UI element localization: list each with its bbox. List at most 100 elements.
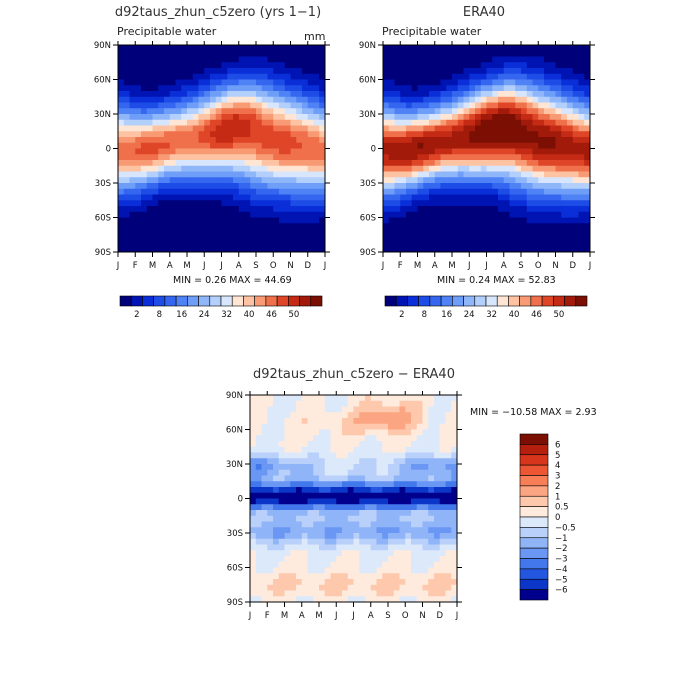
heatmap-cell	[561, 79, 568, 86]
heatmap-cell	[480, 45, 487, 52]
heatmap-cell	[284, 229, 291, 236]
heatmap-cell	[429, 125, 436, 132]
heatmap-cell	[267, 160, 274, 167]
heatmap-cell	[451, 533, 458, 540]
heatmap-cell	[227, 114, 234, 121]
heatmap-cell	[210, 148, 217, 155]
heatmap-cell	[158, 234, 165, 241]
heatmap-cell	[383, 73, 390, 80]
heatmap-cell	[233, 171, 240, 178]
heatmap-cell	[313, 406, 320, 413]
heatmap-cell	[324, 395, 331, 402]
heatmap-cell	[233, 102, 240, 109]
heatmap-cell	[405, 579, 412, 586]
heatmap-cell	[423, 85, 430, 92]
heatmap-cell	[164, 108, 171, 115]
heatmap-cell	[370, 544, 377, 551]
heatmap-cell	[428, 458, 435, 465]
heatmap-cell	[365, 538, 372, 545]
heatmap-cell	[388, 435, 395, 442]
heatmap-cell	[475, 125, 482, 132]
heatmap-cell	[423, 217, 430, 224]
heatmap-cell	[434, 137, 441, 144]
heatmap-cell	[118, 56, 125, 63]
heatmap-cell	[336, 573, 343, 580]
heatmap-cell	[307, 194, 314, 201]
heatmap-cell	[561, 91, 568, 98]
x-tick-label: J	[334, 611, 338, 621]
heatmap-cell	[486, 206, 493, 213]
heatmap-cell	[302, 68, 309, 75]
heatmap-cell	[267, 498, 274, 505]
heatmap-cell	[475, 229, 482, 236]
heatmap-cell	[261, 423, 268, 430]
heatmap-cell	[233, 148, 240, 155]
colorbar-swatch	[496, 295, 509, 307]
heatmap-cell	[227, 91, 234, 98]
heatmap-cell	[123, 79, 130, 86]
heatmap-cell	[429, 217, 436, 224]
heatmap-cell	[278, 487, 285, 494]
heatmap-cell	[457, 96, 464, 103]
heatmap-cell	[267, 446, 274, 453]
heatmap-cell	[405, 458, 412, 465]
heatmap-cell	[255, 469, 262, 476]
heatmap-cell	[192, 91, 199, 98]
heatmap-cell	[480, 229, 487, 236]
colorbar-label: −5	[555, 575, 568, 585]
heatmap-cell	[411, 475, 418, 482]
heatmap-cell	[307, 395, 314, 402]
heatmap-cell	[515, 200, 522, 207]
heatmap-cell	[480, 119, 487, 126]
heatmap-cell	[584, 114, 591, 121]
heatmap-cell	[359, 515, 366, 522]
heatmap-cell	[457, 183, 464, 190]
heatmap-cell	[405, 492, 412, 499]
heatmap-cell	[330, 475, 337, 482]
heatmap-cell	[273, 567, 280, 574]
heatmap-cell	[394, 177, 401, 184]
heatmap-cell	[238, 125, 245, 132]
heatmap-cell	[135, 171, 142, 178]
heatmap-cell	[428, 452, 435, 459]
heatmap-cell	[192, 183, 199, 190]
heatmap-cell	[238, 56, 245, 63]
heatmap-cell	[394, 246, 401, 253]
heatmap-cell	[296, 406, 303, 413]
x-tick-label: M	[281, 611, 288, 621]
heatmap-cell	[313, 96, 320, 103]
heatmap-cell	[261, 160, 268, 167]
heatmap-cell	[445, 556, 452, 563]
heatmap-cell	[532, 68, 539, 75]
heatmap-cell	[406, 125, 413, 132]
heatmap-cell	[302, 200, 309, 207]
heatmap-cell	[572, 45, 579, 52]
heatmap-cell	[169, 56, 176, 63]
heatmap-cell	[578, 223, 585, 230]
heatmap-cell	[255, 481, 262, 488]
heatmap-cell	[399, 567, 406, 574]
heatmap-cell	[359, 458, 366, 465]
heatmap-cell	[423, 154, 430, 161]
heatmap-cell	[135, 56, 142, 63]
x-tick-label: J	[323, 261, 327, 271]
heatmap-cell	[273, 223, 280, 230]
heatmap-cell	[273, 469, 280, 476]
heatmap-cell	[158, 142, 165, 149]
heatmap-cell	[330, 550, 337, 557]
heatmap-cell	[273, 504, 280, 511]
heatmap-cell	[434, 498, 441, 505]
heatmap-cell	[417, 188, 424, 195]
heatmap-cell	[480, 217, 487, 224]
heatmap-cell	[359, 584, 366, 591]
heatmap-cell	[416, 400, 423, 407]
heatmap-cell	[313, 108, 320, 115]
heatmap-cell	[406, 50, 413, 57]
heatmap-cell	[399, 412, 406, 419]
heatmap-cell	[480, 85, 487, 92]
heatmap-cell	[302, 229, 309, 236]
heatmap-cell	[250, 102, 257, 109]
heatmap-cell	[584, 188, 591, 195]
heatmap-cell	[411, 441, 418, 448]
heatmap-cell	[440, 56, 447, 63]
